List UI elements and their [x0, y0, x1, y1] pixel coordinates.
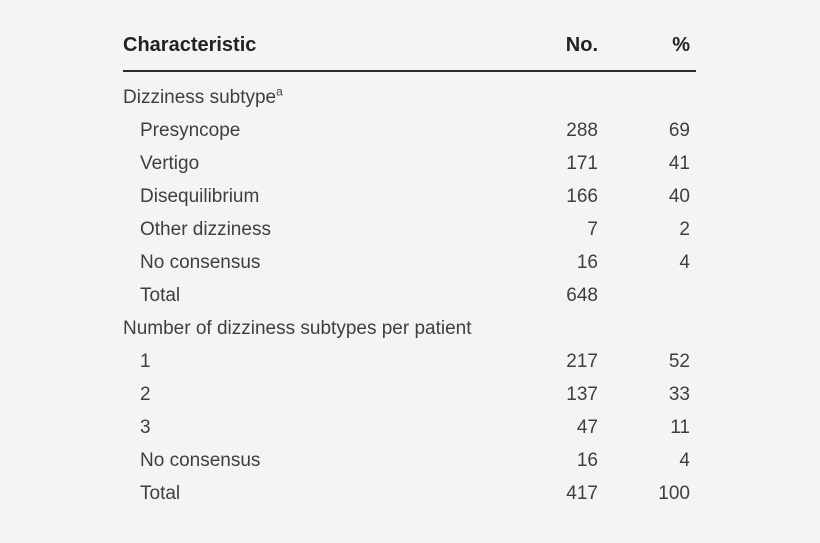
no-value: 16 [576, 449, 598, 471]
table-body: Dizziness subtypea Presyncope 288 69 Vertigo… [123, 71, 696, 510]
no-value: 16 [576, 251, 598, 273]
characteristics-table-container: Characteristic No. % Dizziness subtypea P… [123, 26, 696, 510]
row-label: No consensus [140, 449, 261, 471]
percent-value: 52 [668, 350, 690, 372]
table-row: Total 417 100 [123, 477, 696, 510]
table-row: Presyncope 288 69 [123, 114, 696, 147]
table-row: Disequilibrium 166 40 [123, 180, 696, 213]
row-label: Other dizziness [140, 218, 271, 240]
no-value: 137 [566, 383, 598, 405]
percent-value: 69 [668, 119, 690, 141]
no-value: 648 [566, 284, 598, 306]
footnote-marker: a [276, 84, 283, 99]
no-value: 7 [587, 218, 598, 240]
table-row: Dizziness subtypea [123, 71, 696, 114]
row-label: 3 [140, 416, 151, 438]
section-label: Dizziness subtypea [123, 84, 283, 108]
row-label: 1 [140, 350, 151, 372]
row-label: Presyncope [140, 119, 241, 141]
table-row: No consensus 16 4 [123, 246, 696, 279]
row-label: 2 [140, 383, 151, 405]
row-label: Vertigo [140, 152, 200, 174]
table-row: Vertigo 171 41 [123, 147, 696, 180]
column-header-percent: % [602, 26, 696, 72]
percent-value: 2 [679, 218, 690, 240]
percent-value: 11 [670, 416, 690, 438]
table-row: 2 137 33 [123, 378, 696, 411]
percent-value: 41 [668, 152, 690, 174]
table-row: Other dizziness 7 2 [123, 213, 696, 246]
no-value: 217 [566, 350, 598, 372]
percent-value [602, 71, 696, 114]
percent-value: 33 [668, 383, 690, 405]
table-row: 3 47 11 [123, 411, 696, 444]
no-value: 288 [566, 119, 598, 141]
header-row: Characteristic No. % [123, 26, 696, 72]
column-header-characteristic: Characteristic [123, 26, 493, 72]
row-label: No consensus [140, 251, 261, 273]
table-header: Characteristic No. % [123, 26, 696, 72]
no-value: 171 [566, 152, 598, 174]
no-value: 47 [576, 416, 598, 438]
percent-value: 40 [668, 185, 690, 207]
row-label: Total [140, 482, 181, 504]
no-value: 166 [566, 185, 598, 207]
section-label: Number of dizziness subtypes per patient [123, 317, 472, 339]
no-value [493, 71, 602, 114]
percent-value: 100 [658, 482, 690, 504]
table-row: Total 648 [123, 279, 696, 312]
row-label: Total [140, 284, 181, 306]
characteristics-table: Characteristic No. % Dizziness subtypea P… [123, 26, 696, 510]
percent-value: 4 [679, 449, 690, 471]
no-value: 417 [566, 482, 598, 504]
percent-value [602, 312, 696, 345]
table-row: 1 217 52 [123, 345, 696, 378]
row-label: Disequilibrium [140, 185, 260, 207]
table-row: Number of dizziness subtypes per patient [123, 312, 696, 345]
no-value [493, 312, 602, 345]
table-row: No consensus 16 4 [123, 444, 696, 477]
column-header-no: No. [493, 26, 602, 72]
percent-value [602, 279, 696, 312]
percent-value: 4 [679, 251, 690, 273]
